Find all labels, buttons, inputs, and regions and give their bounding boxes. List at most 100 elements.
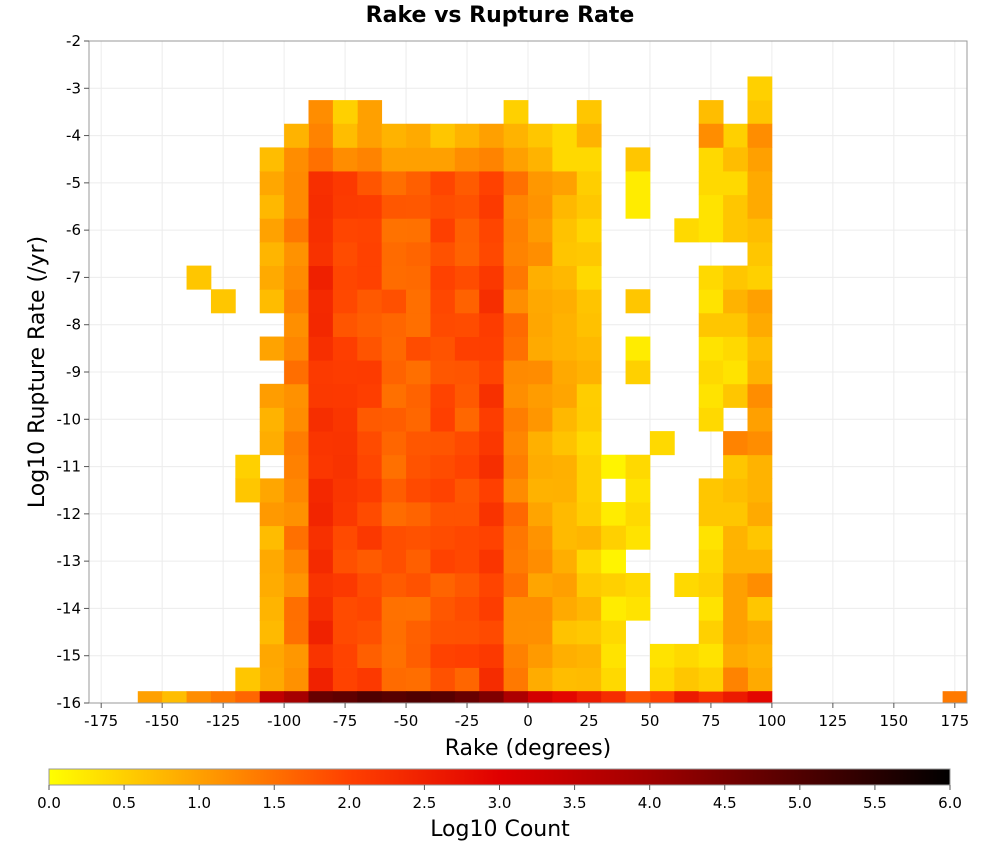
heatmap-cell	[308, 241, 334, 267]
heatmap-cell	[430, 596, 456, 621]
heatmap-cell	[332, 360, 358, 385]
heatmap-cell	[284, 407, 309, 432]
heatmap-cell	[479, 407, 505, 432]
x-tick-label: 75	[701, 712, 720, 730]
heatmap-cell	[576, 383, 602, 408]
heatmap-cell	[235, 454, 261, 479]
heatmap-cell	[308, 194, 334, 219]
heatmap-cell	[210, 691, 236, 704]
colorbar-label: Log10 Count	[430, 817, 570, 842]
heatmap-cell	[552, 218, 578, 243]
heatmap-cell	[576, 336, 602, 361]
heatmap-cell	[308, 572, 334, 598]
heatmap-cell	[430, 194, 456, 219]
heatmap-cell	[503, 194, 529, 219]
heatmap-cell	[625, 194, 651, 219]
heatmap-cell	[552, 596, 578, 621]
heatmap-cell	[698, 171, 724, 196]
x-tick-label: 0	[523, 712, 533, 730]
heatmap-cell	[332, 218, 358, 243]
heatmap-cell	[235, 667, 261, 692]
heatmap-cell	[357, 171, 383, 196]
heatmap-cell	[528, 549, 553, 574]
heatmap-cell	[747, 454, 773, 479]
heatmap-cell	[528, 667, 553, 692]
heatmap-cell	[479, 336, 505, 361]
heatmap-cell	[406, 171, 431, 196]
heatmap-cell	[503, 478, 529, 503]
heatmap-cell	[723, 502, 748, 527]
heatmap-cell	[406, 525, 431, 550]
heatmap-cell	[503, 620, 529, 645]
heatmap-cell	[357, 572, 383, 598]
heatmap-cell	[259, 171, 285, 196]
heatmap-cell	[528, 265, 553, 290]
heatmap-cell	[308, 620, 334, 645]
heatmap-cell	[552, 667, 578, 692]
heatmap-cell	[332, 572, 358, 598]
heatmap-cell	[308, 360, 334, 385]
heatmap-cell	[625, 360, 651, 385]
heatmap-cell	[284, 312, 309, 337]
heatmap-cell	[454, 171, 480, 196]
heatmap-cell	[479, 241, 505, 267]
heatmap-cell	[308, 312, 334, 337]
heatmap-cell	[381, 478, 407, 503]
x-tick-label: 50	[640, 712, 659, 730]
heatmap-cell	[308, 336, 334, 361]
heatmap-cell	[747, 525, 773, 550]
heatmap-cell	[503, 549, 529, 574]
heatmap-cell	[552, 691, 578, 704]
heatmap-cell	[601, 454, 626, 479]
heatmap-cell	[503, 265, 529, 290]
heatmap-cell	[284, 572, 309, 598]
heatmap-cell	[698, 383, 724, 408]
heatmap-cell	[308, 171, 334, 196]
heatmap-cell	[552, 620, 578, 645]
heatmap-cell	[332, 100, 358, 125]
heatmap-cell	[406, 265, 431, 290]
heatmap-cell	[259, 336, 285, 361]
heatmap-cell	[747, 502, 773, 527]
heatmap-cell	[674, 667, 700, 692]
heatmap-cell	[528, 525, 553, 550]
heatmap-cell	[576, 265, 602, 290]
heatmap-cell	[259, 643, 285, 668]
heatmap-cell	[332, 549, 358, 574]
heatmap-cell	[723, 171, 748, 196]
heatmap-cell	[747, 289, 773, 314]
heatmap-cell	[747, 312, 773, 337]
heatmap-cell	[259, 383, 285, 408]
colorbar-tick-label: 6.0	[938, 794, 962, 812]
heatmap-cell	[430, 383, 456, 408]
heatmap-cell	[454, 572, 480, 598]
heatmap-cell	[747, 76, 773, 101]
heatmap-cell	[308, 218, 334, 243]
heatmap-cell	[601, 596, 626, 621]
heatmap-cell	[430, 289, 456, 314]
heatmap-cell	[430, 691, 456, 704]
heatmap-cell	[406, 596, 431, 621]
heatmap-cell	[357, 478, 383, 503]
y-tick-label: -5	[66, 174, 81, 192]
heatmap-cell	[308, 596, 334, 621]
heatmap-cell	[479, 171, 505, 196]
heatmap-cell	[601, 691, 626, 704]
heatmap-cell	[479, 265, 505, 290]
colorbar-tick-label: 4.5	[713, 794, 737, 812]
heatmap-cell	[723, 643, 748, 668]
heatmap-cell	[259, 265, 285, 290]
heatmap-cell	[528, 572, 553, 598]
heatmap-cell	[357, 549, 383, 574]
heatmap-cell	[381, 360, 407, 385]
heatmap-cell	[698, 502, 724, 527]
heatmap-cell	[284, 691, 309, 704]
heatmap-cell	[698, 549, 724, 574]
heatmap-cell	[503, 360, 529, 385]
heatmap-cell	[357, 383, 383, 408]
heatmap-cell	[332, 336, 358, 361]
heatmap-cell	[284, 218, 309, 243]
heatmap-cell	[528, 478, 553, 503]
heatmap-cell	[406, 572, 431, 598]
